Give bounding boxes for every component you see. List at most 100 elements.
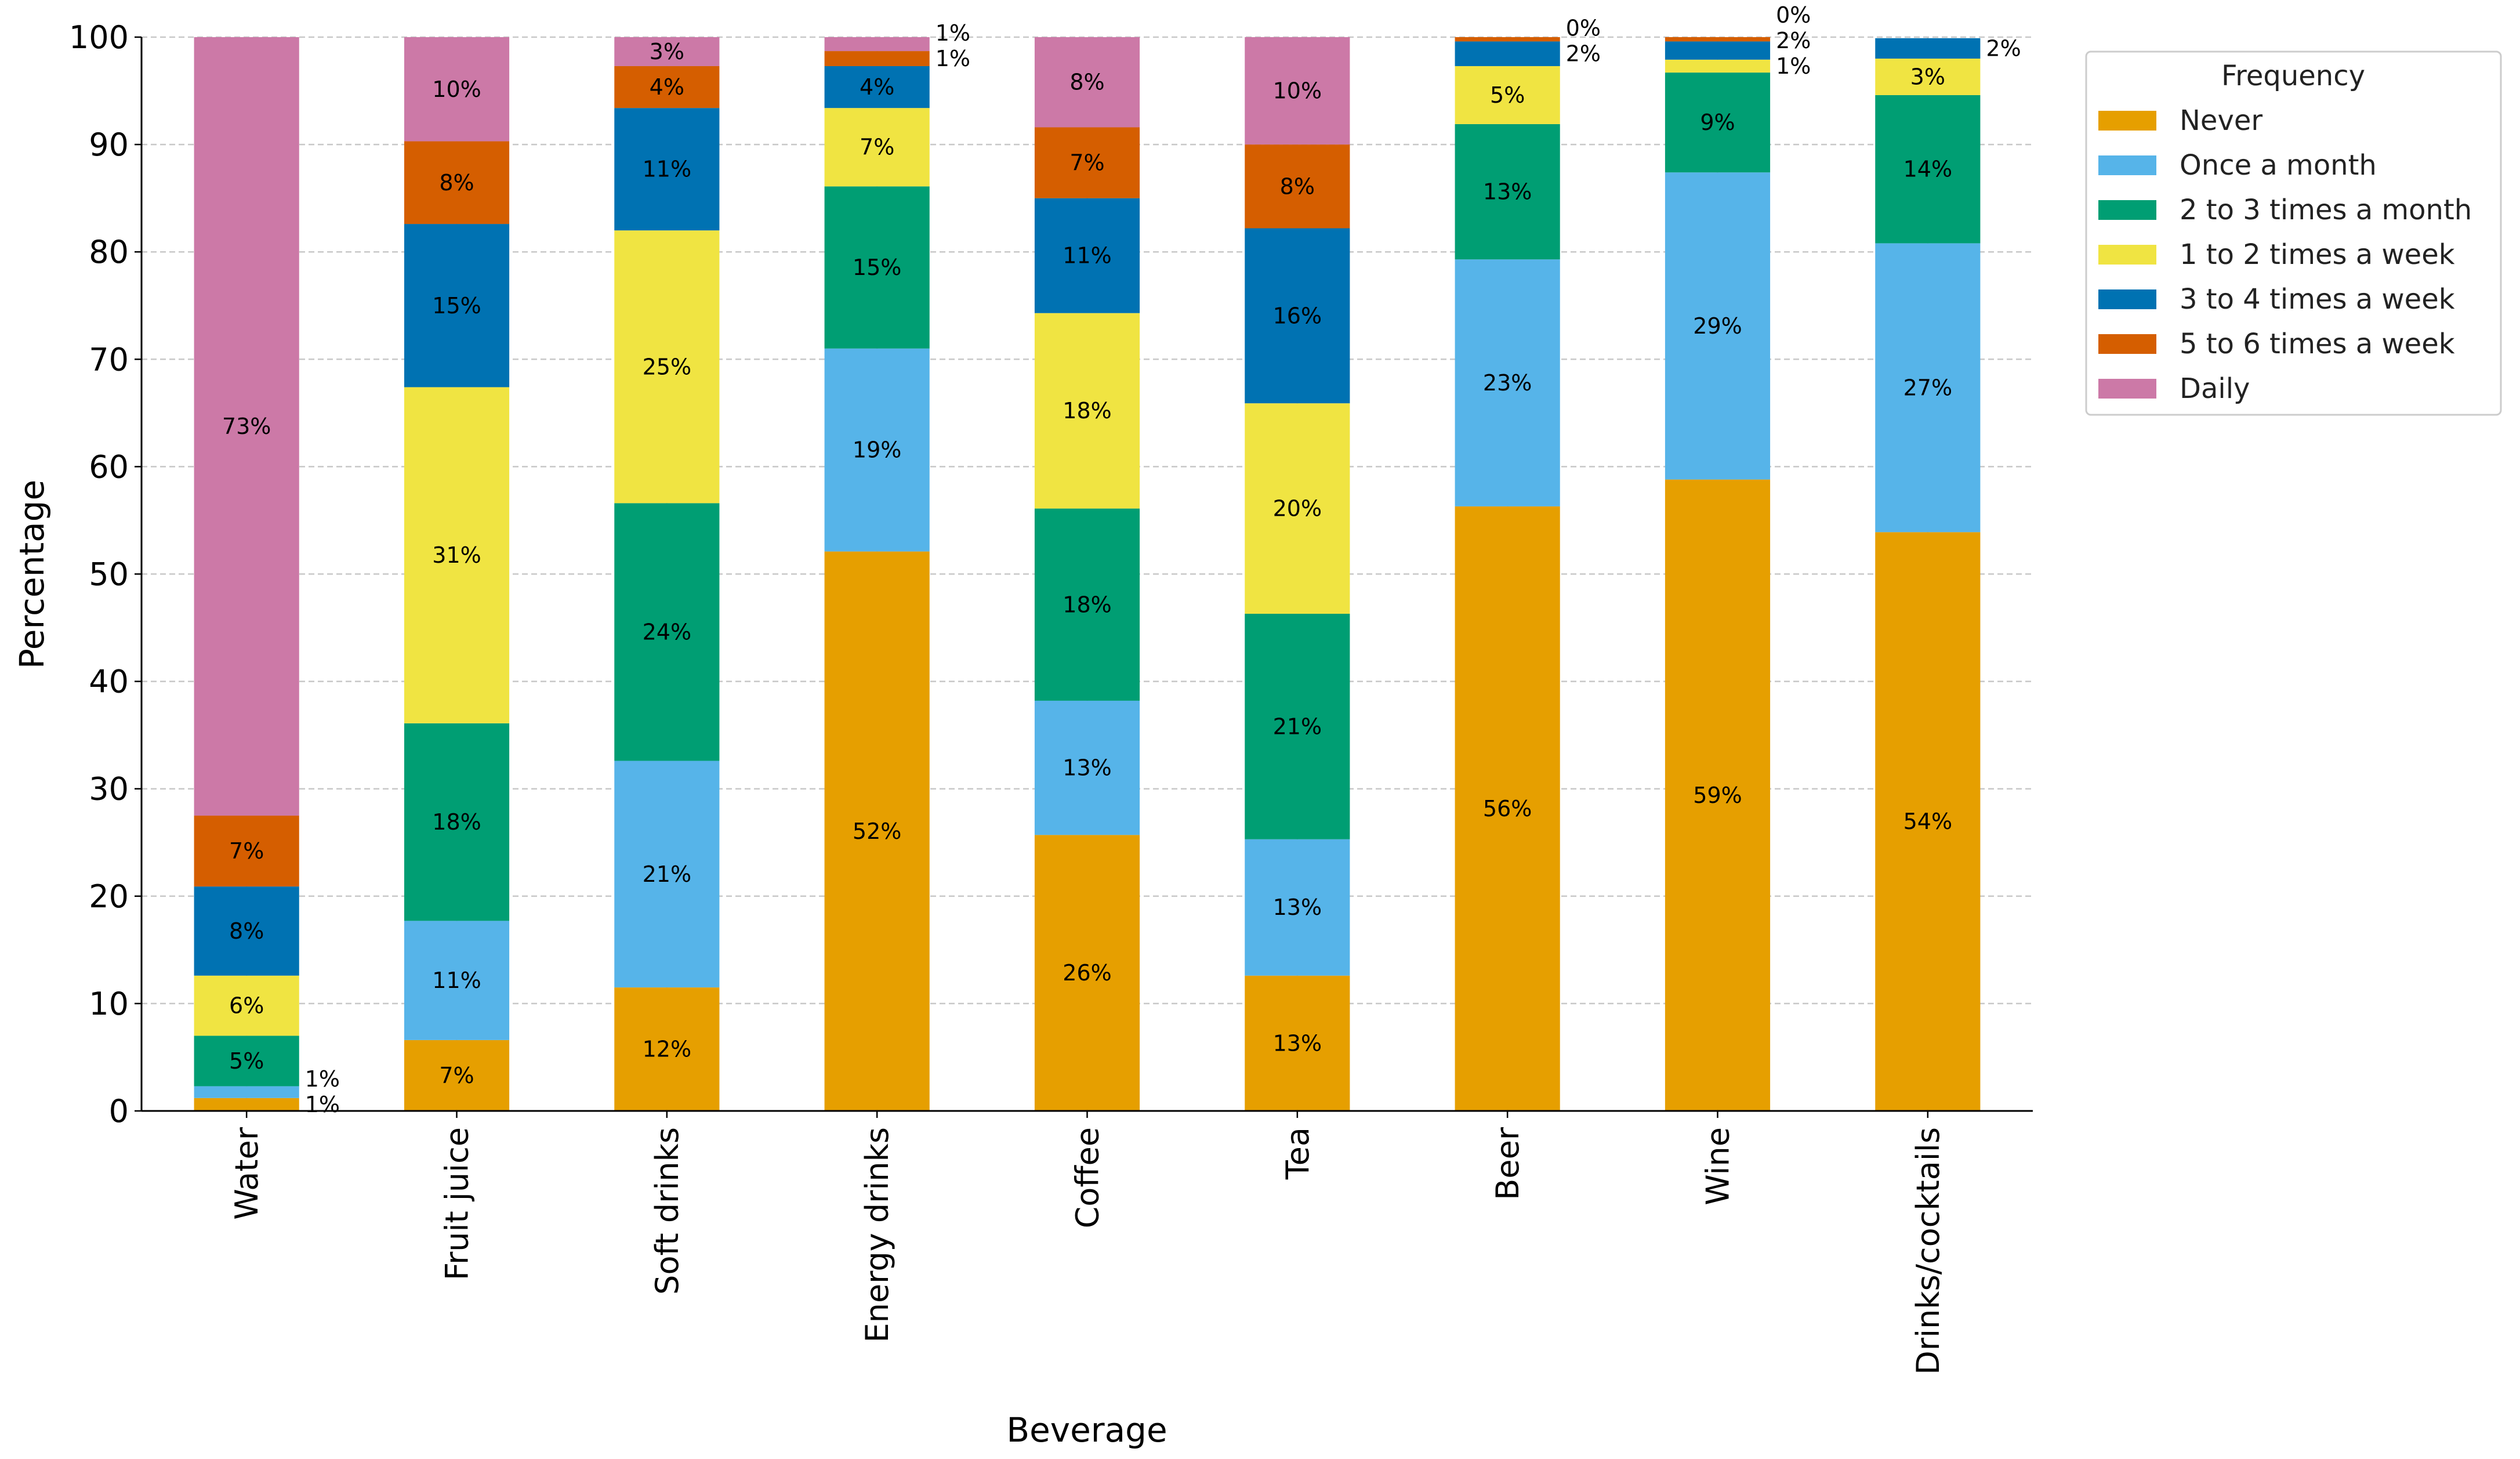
bar-segment <box>1245 403 1350 614</box>
legend-swatch <box>2098 334 2156 354</box>
data-label: 18% <box>1063 398 1111 423</box>
bar-segment <box>614 761 720 988</box>
bar-segment <box>1665 37 1771 42</box>
legend-title: Frequency <box>2221 60 2365 92</box>
data-label: 1% <box>305 1066 340 1092</box>
bar-segment <box>194 1098 299 1111</box>
data-label: 4% <box>860 74 894 100</box>
data-label: 7% <box>229 838 264 864</box>
data-label: 31% <box>432 542 481 568</box>
data-label: 5% <box>229 1048 264 1074</box>
data-label: 59% <box>1693 783 1742 808</box>
y-tick-label: 70 <box>89 341 129 378</box>
data-label: 29% <box>1693 313 1742 339</box>
bar-segment <box>614 66 720 108</box>
bar-segment <box>1034 198 1140 313</box>
x-tick-label: Energy drinks <box>859 1127 895 1342</box>
bar-segment <box>1665 41 1771 60</box>
bar-segment <box>1245 613 1350 839</box>
data-label: 16% <box>1273 303 1322 328</box>
bar-segment <box>1455 506 1560 1112</box>
y-tick-label: 0 <box>109 1093 129 1129</box>
bar-segment <box>1245 37 1350 145</box>
y-tick-label: 10 <box>89 986 129 1022</box>
data-label: 19% <box>853 437 901 463</box>
x-tick-label: Water <box>229 1127 265 1219</box>
x-tick-label: Coffee <box>1069 1127 1106 1228</box>
bars <box>194 37 1981 1112</box>
bar-segment <box>1245 144 1350 229</box>
data-label: 15% <box>432 293 481 318</box>
data-label: 13% <box>1063 755 1111 781</box>
data-label: 24% <box>643 619 691 645</box>
data-label: 21% <box>643 861 691 887</box>
data-label: 11% <box>432 968 481 993</box>
data-label: 73% <box>222 414 271 439</box>
y-tick-label: 40 <box>89 664 129 700</box>
axes: 0 10 20 30 40 50 60 70 80 90 100 Water Fruit juice So… <box>69 19 2033 1375</box>
data-label: 2% <box>1566 41 1601 67</box>
y-tick-label: 90 <box>89 126 129 163</box>
data-label: 10% <box>1273 78 1322 104</box>
x-tick-label: Wine <box>1700 1127 1736 1205</box>
bar-segment <box>824 551 930 1111</box>
data-label: 12% <box>643 1037 691 1062</box>
legend-swatch <box>2098 200 2156 220</box>
bar-segment <box>824 348 930 552</box>
legend-swatch <box>2098 245 2156 265</box>
bar-segment <box>824 37 930 52</box>
bar-segment <box>1034 313 1140 509</box>
x-tick-label: Soft drinks <box>649 1127 686 1295</box>
legend-entry-label: 5 to 6 times a week <box>2180 328 2455 360</box>
bar-segment <box>1455 41 1560 66</box>
bar-segment <box>1034 700 1140 835</box>
bar-segment <box>404 387 510 723</box>
bar-segment <box>614 503 720 761</box>
bar-segment <box>404 37 510 142</box>
legend-swatch <box>2098 111 2156 131</box>
x-axis-label: Beverage <box>1006 1410 1167 1450</box>
data-label: 1% <box>936 46 970 71</box>
legend-swatch <box>2098 289 2156 309</box>
data-label: 7% <box>1069 150 1104 176</box>
bar-segment <box>1455 66 1560 124</box>
data-label: 52% <box>853 819 901 844</box>
data-label: 54% <box>1903 809 1952 834</box>
bar-segment <box>1245 975 1350 1111</box>
data-label: 1% <box>305 1092 340 1117</box>
data-label: 11% <box>1063 243 1111 269</box>
data-label: 6% <box>229 993 264 1019</box>
bar-segment <box>1875 532 1981 1111</box>
data-label: 3% <box>650 39 684 64</box>
data-label: 1% <box>936 20 970 46</box>
bar-segment <box>614 987 720 1111</box>
bar-segment <box>614 37 720 66</box>
data-label: 23% <box>1483 370 1532 396</box>
y-tick-label: 50 <box>89 556 129 593</box>
data-label: 25% <box>643 354 691 379</box>
data-label: 4% <box>650 74 684 100</box>
bar-segment <box>824 66 930 108</box>
bar-segment <box>614 230 720 504</box>
data-label: 10% <box>432 77 481 102</box>
y-tick-label: 100 <box>69 19 129 56</box>
bar-segment <box>1875 59 1981 95</box>
data-label: 20% <box>1273 496 1322 522</box>
data-label: 9% <box>1700 110 1735 135</box>
data-label: 27% <box>1903 375 1952 400</box>
bar-segment <box>404 723 510 921</box>
data-label: 56% <box>1483 796 1532 821</box>
data-label: 13% <box>1273 1030 1322 1056</box>
bar-segment <box>404 1040 510 1111</box>
y-tick-label: 60 <box>89 448 129 485</box>
data-label: 7% <box>439 1063 474 1088</box>
legend-swatch <box>2098 155 2156 175</box>
bar-segment <box>194 1086 299 1098</box>
bar-segment <box>1034 835 1140 1111</box>
legend-swatch <box>2098 379 2156 399</box>
data-label: 18% <box>1063 592 1111 617</box>
bar-segment <box>1875 243 1981 533</box>
y-axis-label: Percentage <box>12 480 52 669</box>
bar-segment <box>1034 508 1140 701</box>
